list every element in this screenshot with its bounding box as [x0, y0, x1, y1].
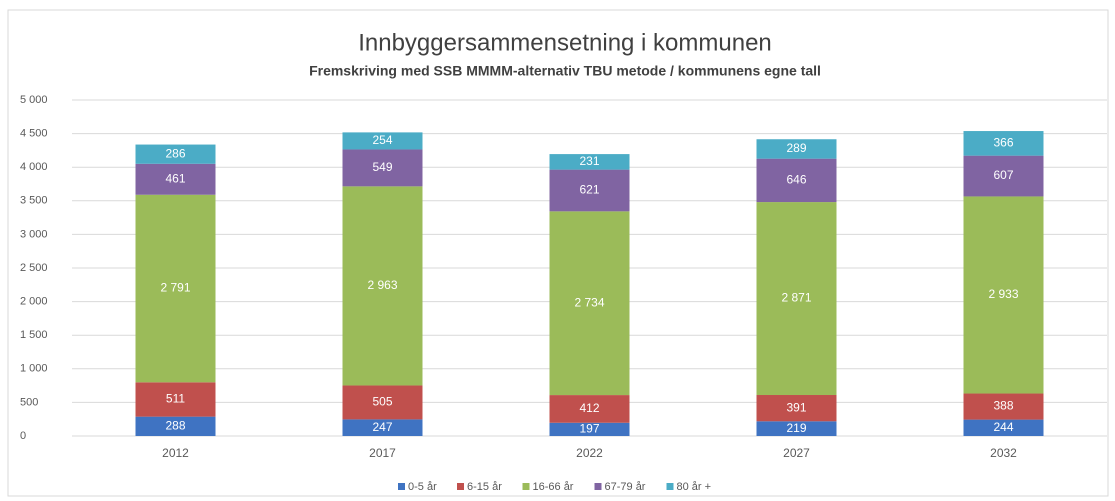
y-tick-label: 500: [20, 396, 38, 408]
bar-segment: [549, 422, 630, 436]
x-tick-label: 2022: [576, 446, 603, 460]
legend-swatch: [398, 483, 405, 490]
x-tick-label: 2017: [369, 446, 396, 460]
bar-segment: [549, 211, 630, 396]
data-label: 2 871: [781, 291, 811, 305]
data-label: 244: [993, 420, 1013, 434]
bar-segment: [549, 395, 630, 423]
y-tick-label: 1 500: [20, 329, 48, 341]
legend-swatch: [522, 483, 530, 490]
data-label: 391: [786, 400, 806, 414]
data-label: 254: [372, 133, 392, 147]
bar-segment: [756, 421, 837, 436]
data-label: 646: [786, 173, 806, 187]
y-tick-label: 3 500: [20, 195, 48, 207]
bar-segment: [549, 154, 630, 170]
data-label: 2 734: [574, 295, 604, 309]
data-label: 505: [372, 395, 392, 409]
legend-label: 80 år +: [677, 481, 712, 493]
y-tick-label: 4 500: [20, 128, 48, 140]
bar-segment: [135, 194, 216, 383]
data-label: 461: [165, 171, 185, 185]
y-tick-label: 3 000: [20, 228, 48, 240]
data-label: 286: [165, 146, 185, 160]
data-label: 388: [993, 399, 1013, 413]
bar-segment: [342, 132, 423, 150]
bar-segment: [549, 169, 630, 212]
bar-segment: [135, 144, 216, 164]
data-label: 366: [993, 136, 1013, 150]
data-label: 2 791: [160, 281, 190, 295]
legend-label: 6-15 år: [467, 481, 502, 493]
data-label: 219: [786, 421, 806, 435]
x-tick-label: 2032: [990, 446, 1017, 460]
legend-label: 16-66 år: [533, 481, 574, 493]
data-label: 607: [993, 168, 1013, 182]
data-label: 412: [579, 401, 599, 415]
bar-segment: [342, 419, 423, 436]
data-label: 247: [372, 420, 392, 434]
legend-swatch: [666, 483, 674, 490]
bar-segment: [135, 416, 216, 436]
bar-segment: [756, 202, 837, 396]
bar-segment: [756, 158, 837, 203]
bar-segment: [342, 385, 423, 420]
x-tick-label: 2012: [162, 446, 189, 460]
bar-segment: [963, 196, 1044, 394]
bar-segment: [963, 419, 1044, 436]
legend-swatch: [594, 483, 602, 490]
chart-subtitle: Fremskriving med SSB MMMM-alternativ TBU…: [309, 63, 821, 79]
data-label: 288: [165, 418, 185, 432]
data-label: 2 963: [367, 278, 397, 292]
bar-segment: [135, 163, 216, 195]
data-label: 289: [786, 141, 806, 155]
data-label: 549: [372, 160, 392, 174]
legend-label: 0-5 år: [408, 481, 437, 493]
bar-segment: [342, 149, 423, 187]
bar-segment: [756, 395, 837, 422]
y-tick-label: 2 500: [20, 262, 48, 274]
legend-label: 67-79 år: [605, 481, 646, 493]
y-tick-label: 5 000: [20, 94, 48, 106]
bar-segment: [756, 139, 837, 159]
y-tick-label: 2 000: [20, 296, 48, 308]
chart-title: Innbyggersammensetning i kommunen: [358, 29, 772, 56]
data-label: 197: [579, 422, 599, 436]
bar-segment: [963, 155, 1044, 197]
legend-swatch: [457, 483, 464, 490]
data-label: 231: [579, 154, 599, 168]
bar-segment: [342, 186, 423, 386]
data-label: 621: [579, 183, 599, 197]
y-tick-label: 0: [20, 430, 26, 442]
data-label: 2 933: [988, 287, 1018, 301]
bar-segment: [135, 382, 216, 417]
bar-segment: [963, 131, 1044, 156]
x-tick-label: 2027: [783, 446, 810, 460]
bar-segment: [963, 393, 1044, 420]
data-label: 511: [166, 392, 185, 406]
y-tick-label: 4 000: [20, 161, 48, 173]
y-tick-label: 1 000: [20, 363, 48, 375]
